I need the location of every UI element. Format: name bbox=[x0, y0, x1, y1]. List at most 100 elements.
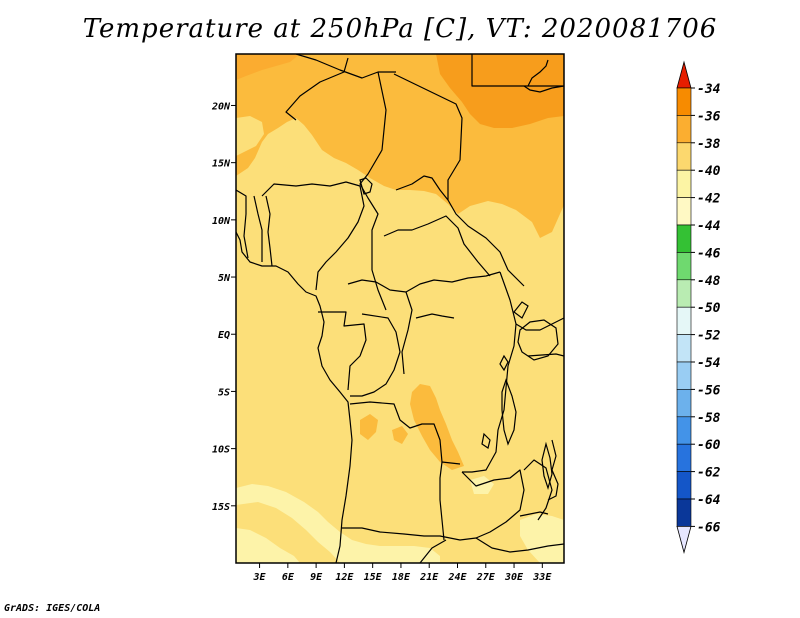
red-sea-coast bbox=[527, 59, 549, 87]
colorbar-label: -38 bbox=[697, 137, 721, 152]
x-tick-label: 33E bbox=[532, 572, 552, 583]
colorbar: -34 -36 -38 -40 -42 -44 -46 -48 -50 -52 -54 -56 -58 -… bbox=[676, 60, 721, 554]
colorbar-swatch bbox=[676, 224, 692, 253]
border-tanzania bbox=[527, 353, 564, 357]
colorbar-swatch bbox=[676, 169, 692, 198]
colorbar-swatch bbox=[676, 306, 692, 335]
band-minus38-minus36-west bbox=[236, 54, 300, 80]
border-togo bbox=[253, 195, 263, 262]
grads-credit: GrADS: IGES/COLA bbox=[4, 603, 101, 614]
x-tick-label: 24E bbox=[447, 572, 467, 583]
border-benin-nigeria bbox=[265, 195, 273, 267]
lake-kariba bbox=[519, 511, 549, 517]
y-tick-label: 5N bbox=[218, 273, 231, 284]
lake-victoria bbox=[517, 319, 559, 361]
y-tick-label: 15S bbox=[212, 502, 230, 513]
border-ghana bbox=[236, 189, 249, 259]
border-zambia-east bbox=[461, 469, 525, 539]
colorbar-bottom-arrow bbox=[676, 526, 692, 554]
colorbar-label: -34 bbox=[697, 82, 721, 97]
border-zimbabwe bbox=[475, 537, 564, 553]
border-egypt-sudan bbox=[471, 54, 564, 87]
coastline-west bbox=[236, 231, 353, 563]
x-tick-label: 27E bbox=[476, 572, 496, 583]
band-minus44-minus42-southwest-streak bbox=[236, 528, 300, 563]
colorbar-label: -62 bbox=[697, 466, 721, 481]
band-minus40-minus38-patch-small bbox=[392, 426, 408, 444]
colorbar-swatch bbox=[676, 361, 692, 390]
colorbar-label: -66 bbox=[697, 520, 721, 535]
border-car-sudan bbox=[383, 215, 491, 277]
border-nigeria-cameroon bbox=[315, 185, 365, 291]
y-tick-label: 15N bbox=[212, 159, 231, 170]
border-drc-north bbox=[401, 291, 413, 375]
colorbar-swatch bbox=[676, 498, 692, 527]
colorbar-label: -48 bbox=[697, 274, 721, 289]
colorbar-swatch bbox=[676, 115, 692, 144]
border-libya-egypt bbox=[393, 73, 525, 287]
colorbar-swatch bbox=[676, 142, 692, 171]
lake-kivu bbox=[499, 354, 509, 372]
colorbar-label: -58 bbox=[697, 411, 721, 426]
y-tick-label: 10N bbox=[212, 216, 231, 227]
colorbar-label: -52 bbox=[697, 329, 721, 344]
x-tick-label: 21E bbox=[419, 572, 439, 583]
lake-chad bbox=[359, 177, 373, 195]
x-axis: 3E 6E 9E 12E 15E 18E 21E 24E 27E 30E 33E bbox=[253, 563, 552, 583]
colorbar-label: -40 bbox=[697, 164, 721, 179]
band-minus38-minus36 bbox=[436, 54, 564, 128]
lake-malawi bbox=[541, 441, 553, 491]
colorbar-swatch bbox=[676, 279, 692, 308]
colorbar-label: -46 bbox=[697, 246, 721, 261]
map-title: Temperature at 250hPa [C], VT: 202008170… bbox=[82, 14, 718, 44]
border-sudan-chad bbox=[395, 175, 449, 201]
lake-mweru bbox=[481, 432, 491, 449]
plot-frame bbox=[235, 53, 565, 564]
x-tick-label: 9E bbox=[310, 572, 323, 583]
border-malawi bbox=[523, 459, 553, 521]
border-mozambique-coast bbox=[547, 439, 559, 501]
x-tick-label: 30E bbox=[504, 572, 524, 583]
colorbar-label: -36 bbox=[697, 109, 721, 124]
border-nigeria-north bbox=[261, 181, 361, 197]
border-angola-drc bbox=[349, 401, 461, 465]
colorbar-swatch bbox=[676, 416, 692, 445]
lakes bbox=[359, 59, 559, 517]
colorbar-label: -64 bbox=[697, 493, 721, 508]
colorbar-swatch bbox=[676, 87, 692, 116]
band-minus42-minus40-north-patch-2 bbox=[236, 116, 264, 156]
border-car-south bbox=[347, 271, 501, 293]
colorbar-label: -50 bbox=[697, 301, 721, 316]
colorbar-swatch bbox=[676, 471, 692, 500]
band-minus44-minus42-east-patch bbox=[520, 514, 564, 563]
y-tick-label: EQ bbox=[218, 330, 230, 341]
band-minus42-minus40-north-patch bbox=[266, 126, 334, 172]
temperature-field bbox=[236, 54, 564, 563]
colorbar-top-arrow bbox=[676, 60, 692, 89]
x-tick-label: 15E bbox=[364, 572, 383, 583]
border-drc-east bbox=[462, 271, 517, 473]
colorbar-swatch bbox=[676, 443, 692, 472]
border-chad-libya-sudan bbox=[359, 71, 387, 311]
border-niger-chad bbox=[285, 57, 349, 121]
lake-albert bbox=[513, 301, 529, 319]
colorbar-swatch bbox=[676, 389, 692, 418]
border-niger-libya bbox=[295, 54, 396, 79]
y-tick-label: 20N bbox=[211, 101, 231, 112]
x-tick-label: 3E bbox=[253, 572, 267, 583]
x-tick-label: 6E bbox=[282, 572, 295, 583]
colorbar-swatch bbox=[676, 197, 692, 226]
colorbar-label: -42 bbox=[697, 192, 721, 207]
border-gabon bbox=[318, 311, 367, 391]
colorbar-label: -60 bbox=[697, 438, 721, 453]
lake-tanganyika bbox=[501, 378, 517, 446]
band-minus40-minus38-congo-patch bbox=[410, 384, 464, 470]
colorbar-swatch bbox=[676, 334, 692, 363]
border-south bbox=[419, 539, 447, 563]
border-angola-zambia bbox=[439, 461, 445, 541]
colorbar-label: -44 bbox=[697, 219, 721, 234]
colorbar-label: -56 bbox=[697, 383, 721, 398]
border-congo-drc bbox=[350, 313, 401, 397]
